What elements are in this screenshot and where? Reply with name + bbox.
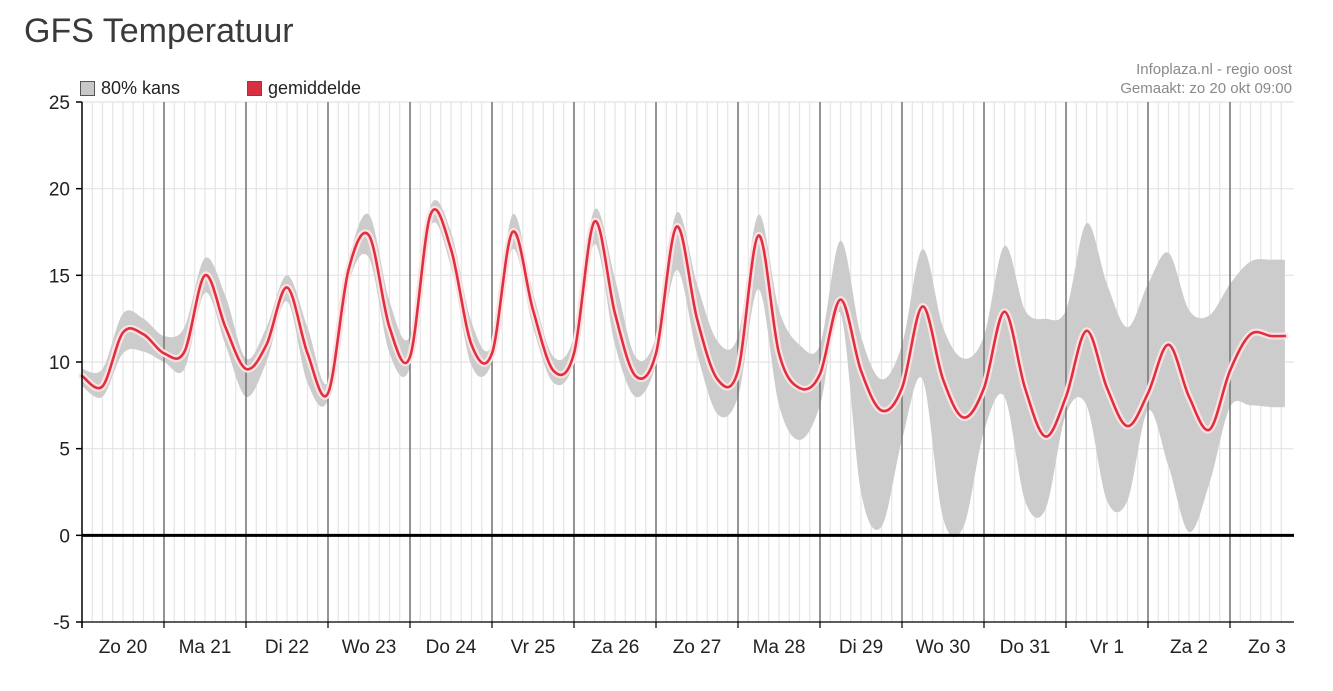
y-tick-label: 20 bbox=[49, 180, 70, 201]
y-tick-label: 25 bbox=[49, 93, 70, 114]
x-tick-label: Ma 21 bbox=[179, 637, 232, 658]
chart-credit: Infoplaza.nl - regio oost Gemaakt: zo 20… bbox=[1120, 60, 1292, 98]
axis-layer: 25 20 15 10 5 0 -5 Zo 20 Ma 21 Di 22 Wo 23 Do 24 Vr … bbox=[49, 93, 1294, 658]
credit-source: Infoplaza.nl - regio oost bbox=[1136, 61, 1292, 78]
mean-line bbox=[80, 208, 1287, 438]
x-tick-label: Di 29 bbox=[839, 637, 883, 658]
x-tick-label: Za 26 bbox=[591, 637, 640, 658]
x-tick-label: Zo 20 bbox=[99, 637, 148, 658]
x-tick-label: Di 22 bbox=[265, 637, 309, 658]
y-tick-label: 5 bbox=[59, 440, 70, 461]
legend-item-band: 80% kans bbox=[80, 78, 180, 99]
y-tick-label: 10 bbox=[49, 353, 70, 374]
legend-swatch-mean bbox=[247, 81, 262, 96]
legend-label-band: 80% kans bbox=[101, 78, 181, 98]
x-tick-label: Wo 30 bbox=[916, 637, 971, 658]
y-tick-label: 0 bbox=[59, 526, 70, 547]
legend-item-mean: gemiddelde bbox=[247, 78, 361, 99]
x-tick-label: Za 2 bbox=[1170, 637, 1208, 658]
y-tick-label: -5 bbox=[53, 613, 70, 634]
y-tick-label: 15 bbox=[49, 266, 70, 287]
mean-layer bbox=[78, 205, 1289, 440]
x-tick-label: Do 31 bbox=[1000, 637, 1051, 658]
credit-created: Gemaakt: zo 20 okt 09:00 bbox=[1120, 80, 1292, 97]
legend-swatch-band bbox=[80, 81, 95, 96]
legend-label-mean: gemiddelde bbox=[268, 78, 362, 98]
x-tick-label: Wo 23 bbox=[342, 637, 397, 658]
x-tick-label: Ma 28 bbox=[753, 637, 806, 658]
page-title: GFS Temperatuur bbox=[24, 12, 294, 50]
x-tick-label: Vr 1 bbox=[1090, 637, 1124, 658]
x-tick-label: Zo 27 bbox=[673, 637, 722, 658]
x-tick-label: Vr 25 bbox=[511, 637, 556, 658]
x-tick-label: Zo 3 bbox=[1248, 637, 1286, 658]
x-tick-label: Do 24 bbox=[426, 637, 477, 658]
